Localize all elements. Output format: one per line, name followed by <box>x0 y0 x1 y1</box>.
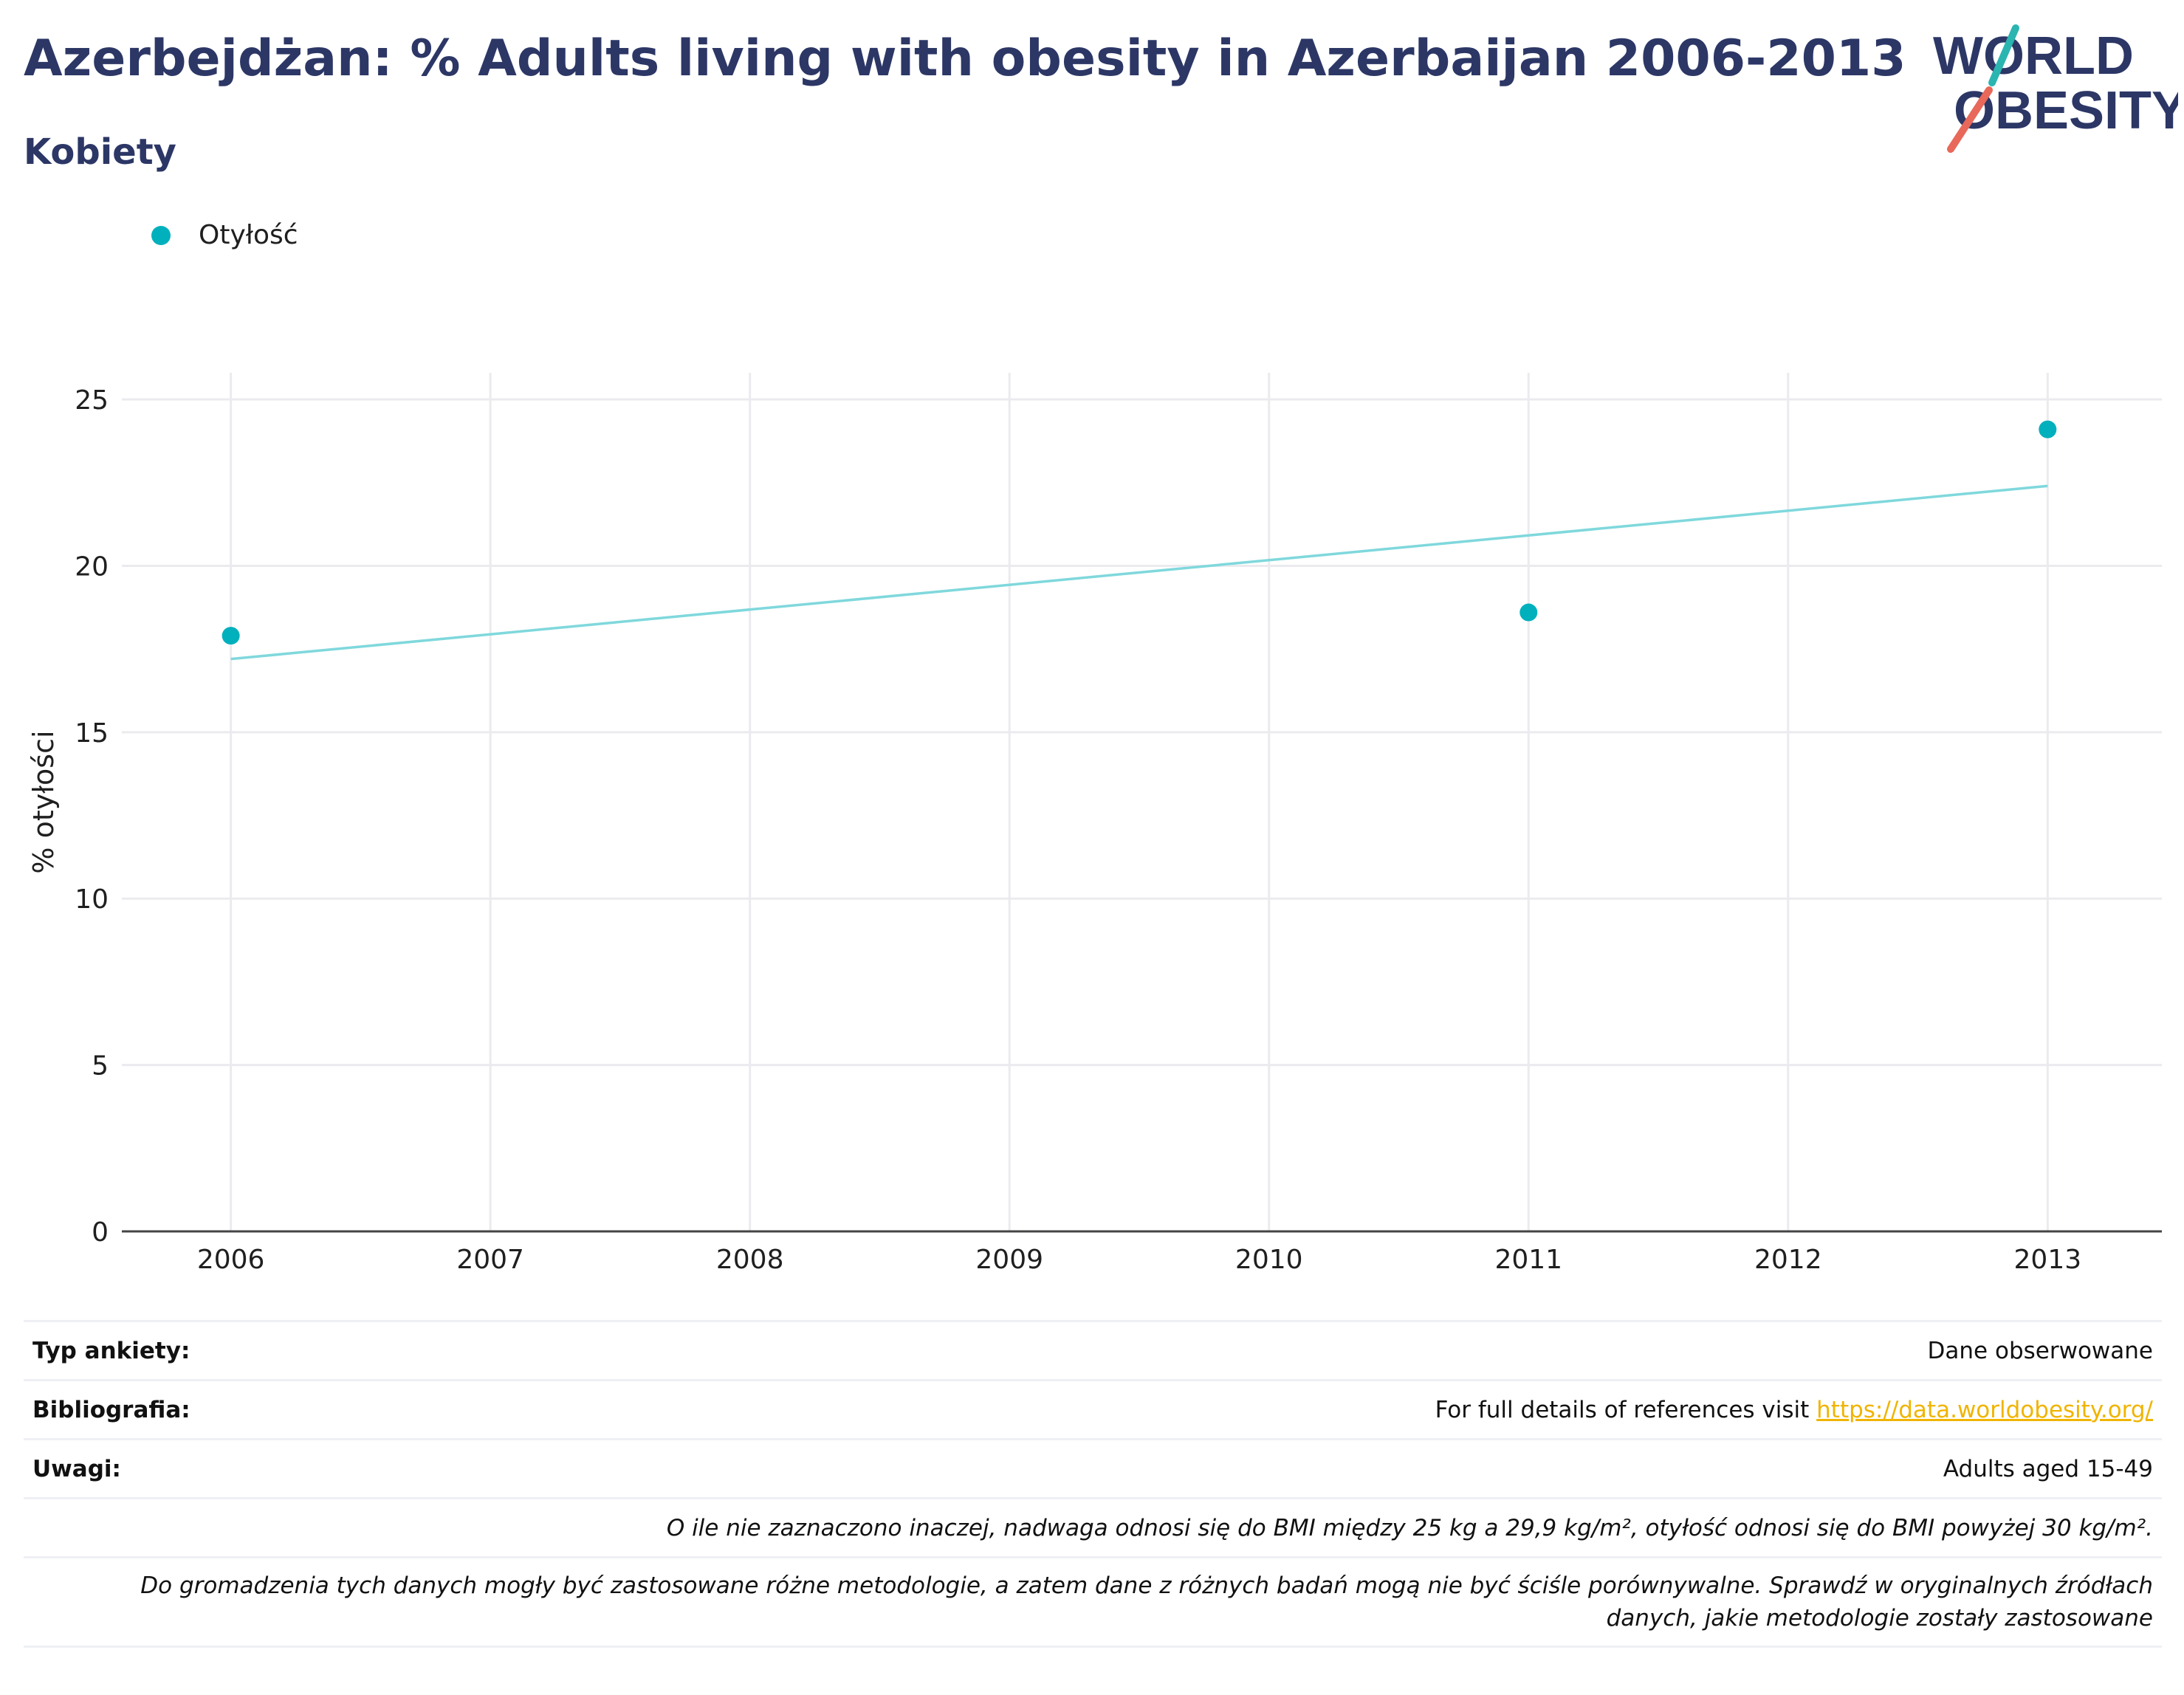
trendline <box>230 484 2048 661</box>
methodology-note: Do gromadzenia tych danych mogły być zas… <box>140 1569 2153 1634</box>
x-tick-label: 2011 <box>1494 1245 1562 1275</box>
y-tick-label: 5 <box>92 1051 109 1082</box>
bibliography-link[interactable]: https://data.worldobesity.org/ <box>1816 1396 2153 1423</box>
point-layer <box>222 420 2057 645</box>
logo-text-world: WORLD <box>1933 27 2134 86</box>
methodology-note-line1: Do gromadzenia tych danych mogły być zas… <box>140 1572 2153 1599</box>
survey-type-value: Dane obserwowane <box>1927 1337 2153 1364</box>
notes-value: Adults aged 15-49 <box>1943 1455 2153 1482</box>
y-tick-label: 15 <box>75 718 109 749</box>
world-obesity-logo: WORLD OBESITY <box>1933 24 2178 153</box>
logo-teal-slash <box>1988 24 2019 86</box>
info-row-definition: O ile nie zaznaczono inaczej, nadwaga od… <box>24 1497 2162 1556</box>
scatter-chart: 0 5 10 15 20 25 2006 2007 2008 2009 2010 2011 2012 20… <box>27 373 2162 1275</box>
info-row-bibliography: Bibliografia: For full details of refere… <box>24 1379 2162 1438</box>
x-tick-label: 2012 <box>1754 1245 1822 1275</box>
data-point[interactable] <box>222 627 240 645</box>
x-tick-label: 2008 <box>716 1245 784 1275</box>
x-tick-label: 2006 <box>197 1245 265 1275</box>
axis-layer: 0 5 10 15 20 25 2006 2007 2008 2009 2010 2011 2012 20… <box>27 385 2162 1275</box>
data-point[interactable] <box>1519 603 1538 622</box>
data-point[interactable] <box>2039 420 2057 439</box>
info-table: Typ ankiety: Dane obserwowane Bibliograf… <box>24 1320 2162 1648</box>
logo-red-slash <box>1947 86 1993 153</box>
x-tick-label: 2007 <box>456 1245 524 1275</box>
page-title: Azerbejdżan: % Adults living with obesit… <box>24 30 1906 88</box>
y-tick-label: 0 <box>92 1217 109 1248</box>
methodology-note-line2: danych, jakie metodologie zostały zastos… <box>1606 1605 2153 1632</box>
bibliography-label: Bibliografia: <box>32 1396 190 1423</box>
y-axis-label: % otyłości <box>27 730 60 873</box>
x-tick-label: 2010 <box>1235 1245 1303 1275</box>
chart-legend: Otyłość <box>151 220 298 250</box>
info-row-methodology: Do gromadzenia tych danych mogły być zas… <box>24 1556 2162 1648</box>
y-tick-label: 10 <box>75 884 109 915</box>
page-subtitle: Kobiety <box>24 131 176 173</box>
y-tick-label: 25 <box>75 385 109 416</box>
y-tick-label: 20 <box>75 551 109 582</box>
x-tick-label: 2009 <box>975 1245 1043 1275</box>
definition-note: O ile nie zaznaczono inaczej, nadwaga od… <box>666 1514 2153 1541</box>
info-row-survey-type: Typ ankiety: Dane obserwowane <box>24 1320 2162 1379</box>
bibliography-value: For full details of references visit htt… <box>1435 1397 2153 1423</box>
trend-layer <box>230 484 2048 661</box>
info-row-notes: Uwagi: Adults aged 15-49 <box>24 1438 2162 1497</box>
legend-marker <box>151 225 171 245</box>
bibliography-text: For full details of references visit <box>1435 1396 1817 1423</box>
survey-type-label: Typ ankiety: <box>32 1337 190 1364</box>
notes-label: Uwagi: <box>32 1455 121 1482</box>
legend-label: Otyłość <box>199 220 298 250</box>
x-tick-label: 2013 <box>2014 1245 2082 1275</box>
grid-layer <box>122 373 2162 1231</box>
